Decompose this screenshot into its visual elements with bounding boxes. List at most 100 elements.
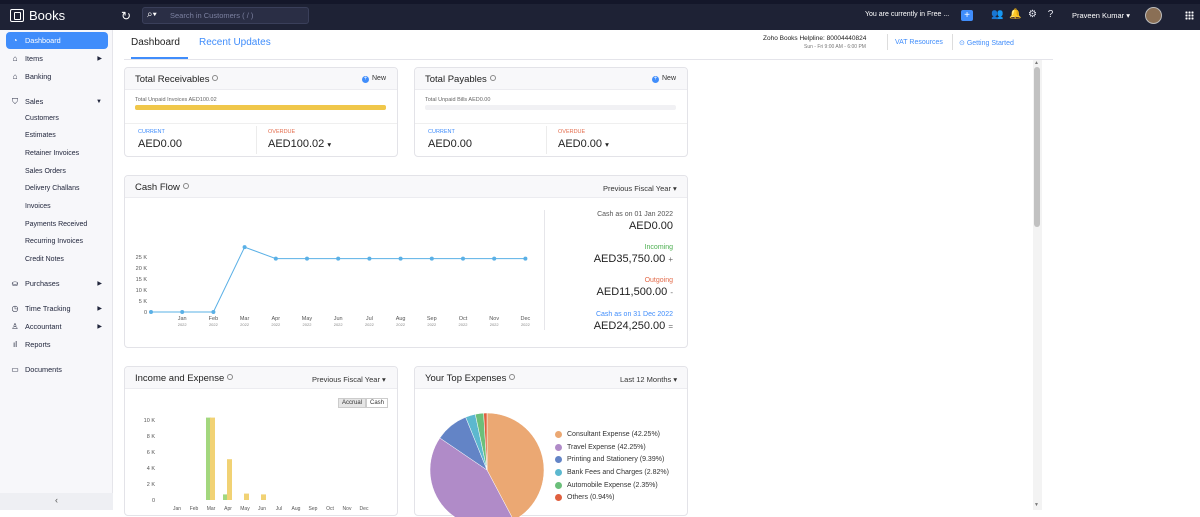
sidebar-item-sales[interactable]: ⛉ Sales ▼: [6, 93, 108, 110]
sidebar-subitem-sales-orders[interactable]: Sales Orders: [25, 168, 66, 175]
basis-toggle: Accrual Cash: [338, 398, 389, 408]
sidebar-collapse-button[interactable]: ‹: [0, 493, 113, 510]
sidebar-item-reports[interactable]: ıl Reports: [6, 336, 108, 353]
sidebar-subitem-invoices[interactable]: Invoices: [25, 203, 51, 210]
user-menu[interactable]: Praveen Kumar ▾: [1072, 11, 1130, 20]
income-expense-chart: 0 2 K 4 K 6 K 8 K 10 K Jan Feb Mar Apr May Jun Jul Au…: [144, 417, 369, 512]
sidebar-item-documents[interactable]: ▭ Documents: [6, 361, 108, 378]
new-bill-button[interactable]: + New: [652, 75, 676, 83]
top-expenses-period-select[interactable]: Last 12 Months ▾: [620, 375, 678, 384]
receivables-progress: [135, 105, 386, 110]
cash-end-block: Cash as on 31 Dec 2022 AED24,250.00 =: [594, 311, 673, 332]
pie-legend: Consultant Expense (42.25%) Travel Expens…: [555, 428, 669, 504]
info-icon[interactable]: [212, 75, 219, 81]
quick-create-button[interactable]: +: [961, 10, 973, 21]
x-tick-label: Jul: [366, 316, 373, 322]
tab-recent-updates[interactable]: Recent Updates: [199, 37, 271, 48]
tab-dashboard[interactable]: Dashboard: [131, 37, 180, 48]
apps-grid-icon[interactable]: [1185, 11, 1194, 20]
bell-icon[interactable]: 🔔: [1009, 9, 1022, 20]
sidebar-subitem-credit-notes[interactable]: Credit Notes: [25, 256, 64, 263]
refresh-icon[interactable]: ↻: [121, 9, 132, 23]
legend-item[interactable]: Bank Fees and Charges (2.82%): [555, 466, 669, 479]
pie-slice: [429, 437, 513, 517]
y-tick-label: 20 K: [136, 266, 148, 272]
y-tick-label: 10 K: [144, 418, 156, 424]
cash-end-value: AED24,250.00: [593, 320, 666, 332]
x-tick-label: Sep: [427, 316, 437, 322]
info-icon[interactable]: [509, 374, 516, 380]
progress-fill: [135, 105, 386, 110]
legend-item[interactable]: Automobile Expense (2.35%): [555, 479, 669, 492]
sidebar-subitem-retainer-invoices[interactable]: Retainer Invoices: [25, 150, 80, 157]
x-tick-year: 2022: [303, 322, 313, 327]
sidebar-item-time-tracking[interactable]: ◷ Time Tracking ▶: [6, 300, 108, 317]
income-expense-bar: [223, 494, 228, 500]
cash-toggle[interactable]: Cash: [366, 398, 389, 408]
legend-item[interactable]: Others (0.94%): [555, 491, 669, 504]
unpaid-invoices-text: Total Unpaid Invoices AED100.02: [135, 97, 217, 103]
info-icon[interactable]: [182, 183, 189, 189]
trial-notice[interactable]: You are currently in Free ...: [865, 11, 950, 18]
sidebar-item-purchases[interactable]: ⛀ Purchases ▶: [6, 275, 108, 292]
y-tick-label: 8 K: [147, 434, 156, 440]
sidebar-subitem-delivery-challans[interactable]: Delivery Challans: [25, 185, 80, 192]
card-title: Total Receivables: [135, 74, 219, 85]
payables-progress: [425, 105, 676, 110]
scroll-down-icon[interactable]: ▼: [1034, 502, 1039, 508]
help-icon[interactable]: ?: [1047, 9, 1054, 20]
cash-flow-period-select[interactable]: Previous Fiscal Year ▾: [603, 184, 677, 193]
card-header: [125, 68, 397, 90]
receivables-card: Total Receivables + New Total Unpaid Invo…: [124, 67, 398, 157]
income-expense-bar: [244, 493, 249, 500]
main-scrollbar[interactable]: ▲ ▼: [1033, 60, 1042, 510]
vat-resources-link[interactable]: VAT Resources: [895, 39, 943, 46]
card-header: [415, 68, 687, 90]
incoming-label: Incoming: [644, 244, 673, 251]
top-bar: Books ↻ ⌕▾ Search in Customers ( / ) You…: [0, 0, 1200, 30]
unpaid-bills-text: Total Unpaid Bills AED0.00: [425, 97, 491, 103]
overdue-amount[interactable]: AED0.00 ▾: [558, 138, 609, 150]
x-tick-year: 2022: [521, 322, 531, 327]
data-point: [461, 256, 465, 261]
cash-flow-card: Cash Flow Previous Fiscal Year ▾ 0 5 K 10 …: [124, 175, 688, 348]
info-icon[interactable]: [489, 75, 496, 81]
sidebar-item-label: Documents: [25, 365, 62, 374]
overdue-label: OVERDUE: [558, 129, 586, 135]
search-icon[interactable]: ⌕▾: [147, 9, 157, 20]
card-title: Income and Expense: [135, 373, 234, 384]
current-amount[interactable]: AED0.00: [428, 138, 473, 150]
y-tick-label: 0: [144, 310, 147, 316]
sidebar-subitem-estimates[interactable]: Estimates: [25, 132, 56, 139]
new-invoice-button[interactable]: + New: [362, 75, 386, 83]
legend-item[interactable]: Printing and Stationery (9.39%): [555, 453, 669, 466]
legend-item[interactable]: Travel Expense (42.25%): [555, 441, 669, 454]
scrollbar-thumb[interactable]: [1034, 67, 1040, 227]
avatar[interactable]: [1145, 7, 1162, 24]
outgoing-block: Outgoing AED11,500.00 -: [597, 277, 673, 298]
sidebar-subitem-recurring-invoices[interactable]: Recurring Invoices: [25, 238, 83, 245]
scroll-up-icon[interactable]: ▲: [1034, 60, 1039, 66]
overdue-amount[interactable]: AED100.02 ▾: [268, 138, 331, 150]
brand-logo[interactable]: Books: [10, 8, 65, 23]
y-tick-label: 2 K: [147, 482, 156, 488]
sidebar-item-banking[interactable]: ⌂ Banking: [6, 68, 108, 85]
current-amount[interactable]: AED0.00: [138, 138, 183, 150]
sidebar-item-dashboard[interactable]: ◔ Dashboard: [6, 32, 108, 49]
payables-card: Total Payables + New Total Unpaid Bills A…: [414, 67, 688, 157]
y-tick-label: 4 K: [147, 466, 156, 472]
gear-icon[interactable]: ⚙: [1028, 9, 1037, 20]
getting-started-link[interactable]: ⊙ Getting Started: [959, 39, 1014, 47]
accrual-toggle[interactable]: Accrual: [338, 398, 367, 408]
overdue-label: OVERDUE: [268, 129, 296, 135]
users-icon[interactable]: 👥: [991, 9, 1004, 20]
sidebar-item-items[interactable]: ⌂ Items ▶: [6, 50, 108, 67]
sidebar-subitem-customers[interactable]: Customers: [25, 115, 59, 122]
cash-start-amount: AED0.00: [628, 220, 673, 232]
search-input[interactable]: ⌕▾ Search in Customers ( / ): [142, 7, 309, 24]
income-expense-period-select[interactable]: Previous Fiscal Year ▾: [312, 375, 386, 384]
sidebar-subitem-payments-received[interactable]: Payments Received: [25, 221, 88, 228]
sidebar-item-accountant[interactable]: ♙ Accountant ▶: [6, 318, 108, 335]
legend-item[interactable]: Consultant Expense (42.25%): [555, 428, 669, 441]
info-icon[interactable]: [227, 374, 234, 380]
